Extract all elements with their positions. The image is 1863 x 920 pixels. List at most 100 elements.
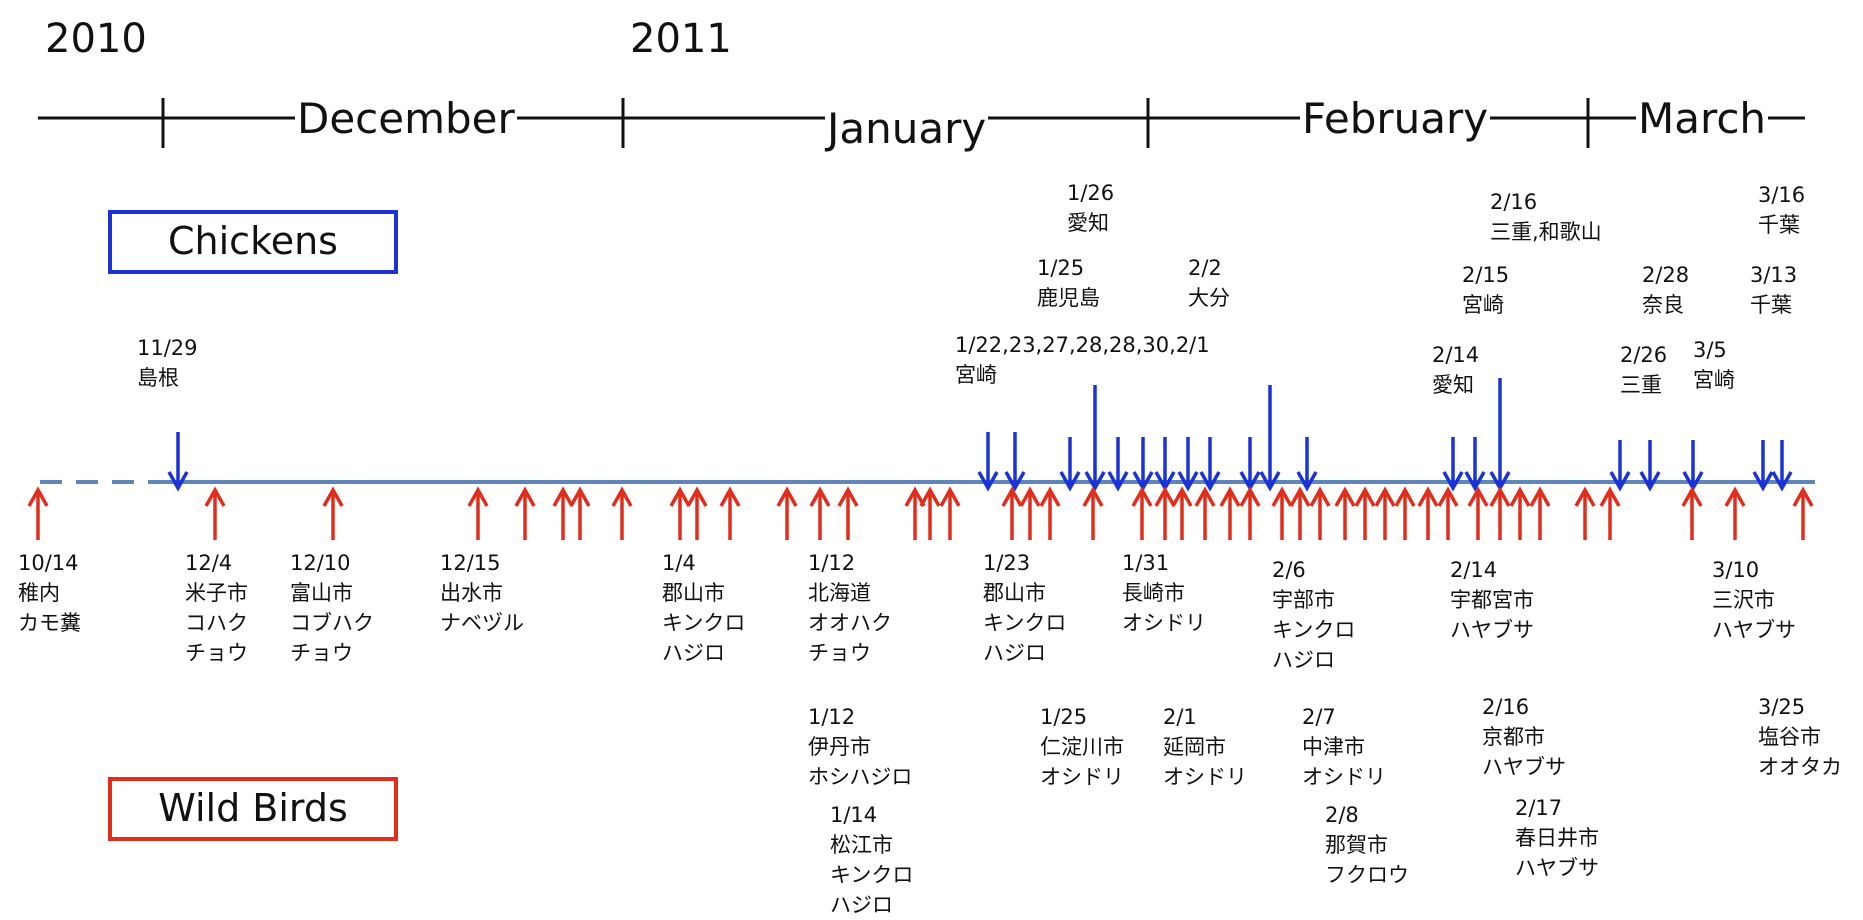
wild-arrowhead-35 (1437, 486, 1459, 507)
case-detail: 郡山市 (662, 581, 725, 605)
case-detail: 稚内 (18, 581, 60, 605)
case-detail: ハヤブサ (1482, 755, 1566, 779)
wild-bird-case-label: 3/25 塩谷市 オオタカ (1758, 692, 1842, 782)
wild-arrowhead-12 (809, 486, 831, 507)
wild-arrowhead-1 (204, 486, 226, 507)
wild-arrowhead-14 (904, 486, 926, 507)
chicken-outbreak-label: 2/28 奈良 (1642, 260, 1689, 320)
case-detail: ホシハジロ (808, 765, 913, 789)
chicken-arrowhead-8 (1177, 471, 1199, 492)
case-date: 1/23 (983, 551, 1031, 575)
case-date: 2/8 (1325, 803, 1359, 827)
wild-arrowhead-29 (1309, 486, 1331, 507)
chicken-arrowhead-3 (1059, 471, 1081, 492)
chicken-arrowhead-0 (167, 471, 189, 492)
outbreak-date: 1/26 (1067, 181, 1115, 205)
wild-arrowhead-30 (1334, 486, 1356, 507)
wild-bird-case-label: 1/4 郡山市 キンクロ ハジロ (662, 548, 745, 668)
wild-bird-case-label: 12/10 富山市 コブハク チョウ (290, 548, 374, 668)
wild-arrowhead-9 (686, 486, 708, 507)
wild-bird-case-label: 2/1 延岡市 オシドリ (1163, 702, 1247, 792)
chicken-arrowhead-1 (977, 471, 999, 492)
wild-arrowhead-31 (1354, 486, 1376, 507)
wild-arrowhead-24 (1194, 486, 1216, 507)
chicken-outbreak-label: 3/16 千葉 (1758, 180, 1805, 240)
wild-arrowhead-39 (1529, 486, 1551, 507)
outbreak-date: 3/5 (1693, 338, 1727, 362)
chicken-outbreak-label: 2/16 三重,和歌山 (1490, 187, 1602, 247)
wild-bird-case-label: 2/6 宇部市 キンクロ ハジロ (1272, 555, 1355, 675)
wild-arrowhead-16 (939, 486, 961, 507)
case-detail: ハヤブサ (1712, 618, 1796, 642)
outbreak-date: 1/22,23,27,28,28,30,2/1 (955, 333, 1210, 357)
outbreak-place: 千葉 (1758, 213, 1800, 237)
case-detail: 富山市 (290, 581, 353, 605)
wild-arrowhead-7 (611, 486, 633, 507)
case-date: 3/25 (1758, 695, 1806, 719)
chicken-outbreak-label: 3/13 千葉 (1750, 260, 1797, 320)
case-detail: 延岡市 (1163, 735, 1226, 759)
case-detail: 北海道 (808, 581, 871, 605)
outbreak-place: 島根 (137, 366, 179, 390)
year-label-2011: 2011 (630, 16, 732, 62)
case-detail: フクロウ (1325, 863, 1409, 887)
wild-arrowhead-36 (1467, 486, 1489, 507)
wild-arrowhead-13 (837, 486, 859, 507)
wild-arrowhead-43 (1724, 486, 1746, 507)
case-date: 1/31 (1122, 551, 1170, 575)
month-label-march: March (1636, 94, 1769, 143)
outbreak-place: 鹿児島 (1037, 286, 1100, 310)
case-detail: ナベヅル (440, 611, 524, 635)
case-detail: 出水市 (440, 581, 503, 605)
chicken-outbreak-label: 1/26 愛知 (1067, 178, 1114, 238)
chicken-outbreak-label: 2/15 宮崎 (1462, 260, 1509, 320)
case-detail: ハヤブサ (1515, 856, 1599, 880)
outbreak-place: 奈良 (1642, 293, 1684, 317)
outbreak-place: 宮崎 (1462, 293, 1504, 317)
case-detail: 仁淀川市 (1040, 735, 1124, 759)
case-detail: 伊丹市 (808, 735, 871, 759)
wild-arrowhead-19 (1039, 486, 1061, 507)
wild-arrowhead-11 (776, 486, 798, 507)
chicken-arrowhead-19 (1752, 471, 1774, 492)
wild-bird-case-label: 2/16 京都市 ハヤブサ (1482, 692, 1566, 782)
case-date: 1/12 (808, 705, 856, 729)
case-detail: ハジロ (983, 641, 1046, 665)
chicken-arrowhead-16 (1609, 471, 1631, 492)
case-date: 2/7 (1302, 705, 1336, 729)
wild-arrowhead-5 (552, 486, 574, 507)
wild-bird-case-label: 1/14 松江市 キンクロ ハジロ (830, 800, 913, 920)
wild-arrowhead-34 (1417, 486, 1439, 507)
outbreak-date: 2/28 (1642, 263, 1690, 287)
month-label-december: December (295, 94, 517, 143)
case-detail: 長崎市 (1122, 581, 1185, 605)
case-date: 12/4 (185, 551, 233, 575)
case-detail: コブハク (290, 611, 374, 635)
wild-arrowhead-6 (569, 486, 591, 507)
case-detail: ハヤブサ (1450, 618, 1534, 642)
chicken-arrowhead-9 (1199, 471, 1221, 492)
wild-arrowhead-4 (514, 486, 536, 507)
legend-chickens: Chickens (108, 210, 398, 274)
chicken-arrowhead-6 (1132, 471, 1154, 492)
case-detail: 春日井市 (1515, 826, 1599, 850)
case-detail: オシドリ (1122, 611, 1206, 635)
outbreak-place: 千葉 (1750, 293, 1792, 317)
chicken-outbreak-label: 2/14 愛知 (1432, 340, 1479, 400)
wild-bird-case-label: 12/15 出水市 ナベヅル (440, 548, 524, 638)
case-date: 2/17 (1515, 796, 1563, 820)
chicken-arrowhead-12 (1296, 471, 1318, 492)
chicken-arrowhead-18 (1682, 471, 1704, 492)
case-date: 10/14 (18, 551, 79, 575)
outbreak-place: 三重 (1620, 373, 1662, 397)
wild-bird-case-label: 1/25 仁淀川市 オシドリ (1040, 702, 1124, 792)
case-detail: 那賀市 (1325, 833, 1388, 857)
case-date: 2/14 (1450, 558, 1498, 582)
outbreak-date: 3/13 (1750, 263, 1798, 287)
year-label-2010: 2010 (45, 16, 147, 62)
chicken-outbreak-label: 2/26 三重 (1620, 340, 1667, 400)
month-label-february: February (1300, 94, 1491, 143)
case-detail: 宇部市 (1272, 588, 1335, 612)
chicken-outbreak-label: 11/29 島根 (137, 333, 198, 393)
